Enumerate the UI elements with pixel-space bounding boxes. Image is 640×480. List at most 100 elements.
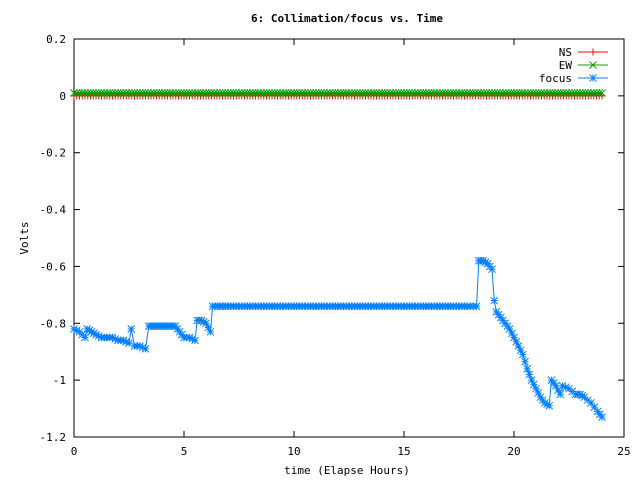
data-point-EW [116,89,125,97]
data-point-EW [265,89,274,97]
data-point-EW [378,89,386,97]
data-point-EW [581,89,590,97]
axis-tick-labels: 0 5 10 15 20 25 0.2 0 -0.2 -0.4 -0.6 -0.8 -1 -1.2 [40,33,631,458]
data-point-EW [290,89,298,97]
data-point-EW [504,89,513,97]
data-point-EW [204,89,213,97]
data-point-EW [303,89,312,97]
data-point-EW [364,89,373,97]
series-layer [70,89,606,421]
data-point-EW [372,89,381,97]
y-tick-label: -0.6 [40,260,67,273]
data-point-EW [402,89,411,97]
data-point-EW [578,89,587,97]
data-point-EW [422,89,430,97]
data-point-EW [279,89,287,97]
data-point-EW [78,89,87,97]
data-point-EW [83,89,92,97]
data-point-EW [331,89,340,97]
data-point-EW [518,89,527,97]
legend-label: focus [539,72,572,85]
data-point-EW [281,89,290,97]
data-point-EW [336,89,345,97]
data-point-EW [523,89,532,97]
chart-title: 6: Collimation/focus vs. Time [251,12,443,25]
x-tick-label: 5 [181,445,188,458]
data-point-EW [490,89,499,97]
data-point-EW [532,89,540,97]
data-point-EW [127,89,136,97]
data-point-EW [169,89,177,97]
data-point-EW [152,89,161,97]
data-point-EW [430,89,439,97]
legend-label: NS [559,46,572,59]
data-point-EW [339,89,348,97]
data-point-EW [548,89,557,97]
data-point-EW [529,89,538,97]
data-point-focus [590,403,599,412]
data-point-EW [471,89,480,97]
series-markers-EW [70,89,606,97]
data-point-EW [213,89,221,97]
data-point-EW [72,89,81,97]
data-point-EW [122,89,131,97]
legend-label: EW [559,59,573,72]
data-point-EW [191,89,199,97]
data-point-EW [587,89,595,97]
data-point-EW [138,89,147,97]
data-point-EW [446,89,455,97]
data-point-EW [537,89,546,97]
data-point-focus [127,325,136,333]
data-point-EW [298,89,307,97]
data-point-EW [419,89,428,97]
x-tick-label: 10 [287,445,300,458]
data-point-EW [427,89,436,97]
data-point-focus [490,296,499,305]
data-point-EW [435,89,444,97]
data-point-EW [97,89,106,97]
data-point-EW [358,89,367,97]
data-point-EW [369,89,378,97]
data-point-focus [545,401,554,410]
data-point-EW [259,89,268,97]
x-axis-label: time (Elapse Hours) [284,464,410,477]
data-point-EW [413,89,422,97]
data-point-EW [433,89,441,97]
data-point-EW [394,89,403,97]
data-point-EW [328,89,337,97]
data-point-EW [273,89,282,97]
data-point-EW [477,89,485,97]
data-point-EW [325,89,334,97]
y-tick-label: -1 [53,374,66,387]
data-point-focus [188,335,197,343]
data-point-EW [155,89,164,97]
data-point-EW [180,89,188,97]
data-point-EW [592,89,601,97]
data-point-EW [130,89,139,97]
data-point-EW [589,89,598,97]
data-point-EW [416,89,425,97]
data-point-focus [488,265,496,274]
data-point-EW [215,89,224,97]
data-point-EW [540,89,549,97]
data-point-EW [556,89,565,97]
data-point-EW [320,89,329,97]
data-point-EW [160,89,169,97]
data-point-EW [545,89,554,97]
data-point-EW [334,89,342,97]
data-point-EW [237,89,246,97]
data-point-EW [350,89,359,97]
data-point-EW [202,89,210,97]
data-point-EW [460,89,469,97]
data-point-EW [287,89,296,97]
y-axis-label: Volts [18,221,31,254]
data-point-EW [251,89,260,97]
data-point-EW [158,89,166,97]
data-point-EW [551,89,560,97]
data-point-EW [485,89,494,97]
data-point-EW [309,89,318,97]
y-tick-label: -0.2 [40,147,67,160]
data-point-EW [452,89,461,97]
